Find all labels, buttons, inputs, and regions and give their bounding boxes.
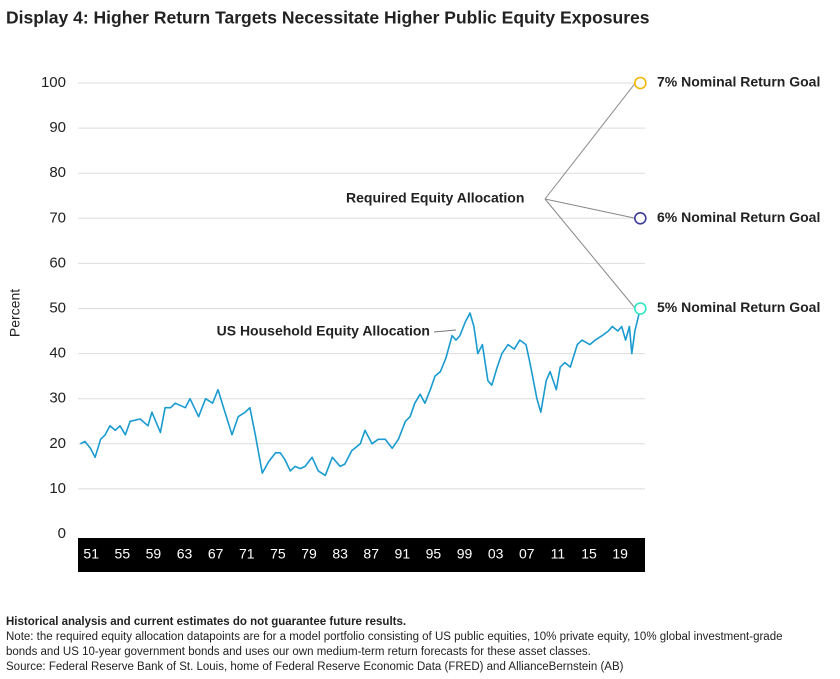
y-tick-label: 70 <box>49 209 66 226</box>
x-tick-label: 79 <box>301 546 317 562</box>
footnote: Note: the required equity allocation dat… <box>6 631 783 643</box>
x-tick-label: 19 <box>612 546 628 562</box>
y-tick-label: 10 <box>49 480 66 497</box>
x-tick-label: 83 <box>332 546 348 562</box>
footnote: Historical analysis and current estimate… <box>6 616 406 628</box>
leader-line <box>544 198 636 219</box>
leader-line <box>544 198 636 309</box>
x-tick-label: 63 <box>177 546 193 562</box>
y-tick-label: 20 <box>49 435 66 452</box>
goal-marker <box>634 212 647 225</box>
footnote: Source: Federal Reserve Bank of St. Loui… <box>6 661 624 673</box>
x-tick-label: 87 <box>363 546 379 562</box>
goal-label: 5% Nominal Return Goal <box>657 299 820 315</box>
leader-line <box>433 329 457 333</box>
x-tick-label: 67 <box>208 546 224 562</box>
chart-title: Display 4: Higher Return Targets Necessi… <box>6 8 650 28</box>
y-tick-label: 0 <box>58 525 66 542</box>
y-tick-label: 80 <box>49 164 66 181</box>
y-tick-label: 100 <box>41 74 66 91</box>
goal-marker <box>634 76 647 90</box>
y-tick-label: 40 <box>49 345 66 362</box>
x-tick-label: 15 <box>581 546 597 562</box>
x-tick-label: 91 <box>395 546 411 562</box>
series-label: US Household Equity Allocation <box>217 323 430 339</box>
x-tick-label: 95 <box>426 546 442 562</box>
x-tick-label: 59 <box>146 546 162 562</box>
footnote: bonds and US 10-year government bonds an… <box>6 646 591 658</box>
x-tick-label: 55 <box>115 546 131 562</box>
y-axis-label: Percent <box>7 289 23 337</box>
annotation: Required Equity Allocation <box>346 190 524 206</box>
x-axis-band <box>78 538 645 572</box>
x-tick-label: 07 <box>519 546 535 562</box>
x-tick-label: 71 <box>239 546 255 562</box>
y-tick-label: 60 <box>49 254 66 271</box>
x-tick-label: 03 <box>488 546 504 562</box>
y-tick-label: 50 <box>49 299 66 316</box>
x-tick-label: 99 <box>457 546 473 562</box>
goal-marker <box>634 302 647 315</box>
x-tick-label: 51 <box>83 546 99 562</box>
line <box>79 308 642 477</box>
y-tick-label: 30 <box>49 390 66 407</box>
x-tick-label: 11 <box>551 546 566 562</box>
x-tick-label: 75 <box>270 546 286 562</box>
leader-line <box>544 82 636 200</box>
goal-label: 7% Nominal Return Goal <box>657 74 820 90</box>
goal-label: 6% Nominal Return Goal <box>657 209 820 225</box>
y-tick-label: 90 <box>49 119 66 136</box>
